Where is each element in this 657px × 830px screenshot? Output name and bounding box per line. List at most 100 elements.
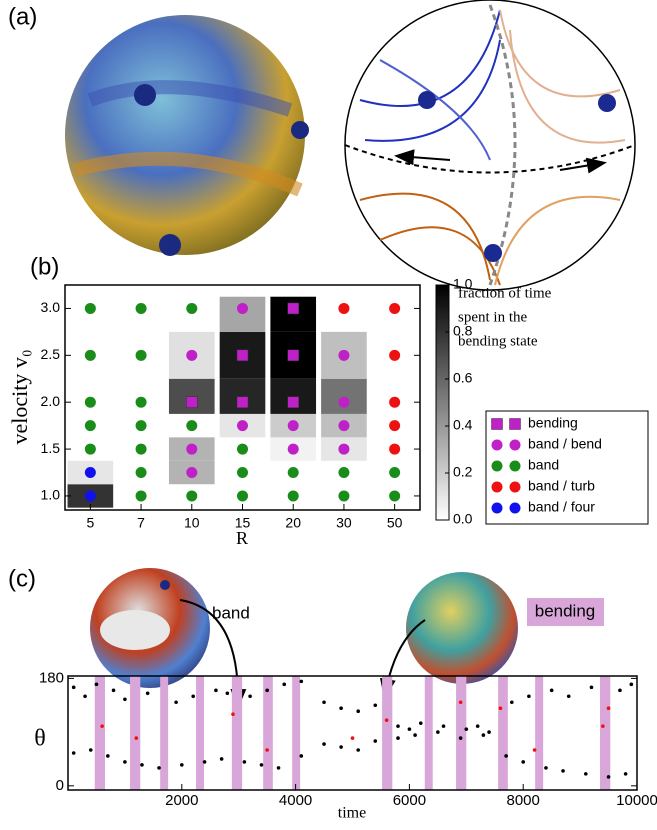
data-point: [72, 686, 76, 690]
heatmap-cell: [270, 297, 316, 332]
data-point: [136, 303, 147, 314]
data-point: [601, 724, 605, 728]
bending-interval: [263, 676, 273, 790]
data-point: [237, 397, 248, 408]
plot-frame: [68, 676, 637, 790]
legend-marker: [492, 503, 503, 514]
data-point: [322, 742, 326, 746]
data-point: [243, 760, 247, 764]
bending-interval: [95, 676, 105, 790]
data-point: [85, 420, 96, 431]
bending-interval: [196, 676, 204, 790]
legend-label: band: [528, 457, 559, 473]
streamline-diagram: [345, 0, 635, 290]
legend-marker: [510, 419, 521, 430]
x-tick-label: 8000: [507, 792, 540, 809]
heatmap-cell: [220, 379, 266, 414]
x-tick-label: 5: [86, 515, 94, 531]
x-tick-label: 6000: [393, 792, 426, 809]
data-point: [373, 739, 377, 743]
data-point: [442, 724, 446, 728]
data-point: [338, 303, 349, 314]
data-point: [277, 766, 281, 770]
data-point: [482, 733, 486, 737]
heatmap-cell: [321, 379, 367, 414]
y-axis-label: velocity v₀: [7, 349, 32, 444]
x-tick-label: 10: [184, 515, 200, 531]
data-point: [339, 745, 343, 749]
sphere-snapshot: [90, 568, 518, 688]
data-point: [408, 727, 412, 731]
data-point: [237, 490, 248, 501]
x-tick-label: 50: [387, 515, 403, 531]
legend-marker: [492, 419, 503, 430]
legend-marker: [510, 482, 521, 493]
data-point: [389, 420, 400, 431]
data-point: [265, 748, 269, 752]
data-point: [282, 683, 286, 687]
data-point: [174, 700, 178, 704]
data-point: [567, 694, 571, 698]
data-point: [123, 697, 127, 701]
legend-marker: [492, 482, 503, 493]
data-point: [203, 760, 207, 764]
bending-interval: [232, 676, 242, 790]
bending-interval: [498, 676, 508, 790]
data-point: [465, 727, 469, 731]
data-point: [237, 350, 248, 361]
data-point: [288, 444, 299, 455]
heatmap-cell: [169, 379, 215, 414]
data-point: [85, 303, 96, 314]
data-point: [356, 748, 360, 752]
colorbar: [436, 285, 449, 520]
data-point: [544, 766, 548, 770]
data-point: [85, 444, 96, 455]
y-tick-label: 1.5: [41, 440, 61, 456]
data-point: [136, 467, 147, 478]
data-point: [226, 692, 230, 696]
x-tick-label: 4000: [279, 792, 312, 809]
data-point: [459, 700, 463, 704]
colorbar-tick-label: 0.6: [453, 370, 473, 386]
x-axis-label: R: [236, 528, 248, 548]
legend-marker: [510, 461, 521, 472]
data-point: [299, 680, 303, 684]
data-point: [338, 420, 349, 431]
y-tick-label: 3.0: [41, 299, 61, 315]
data-point: [214, 689, 218, 693]
data-point: [373, 703, 377, 707]
data-point: [237, 420, 248, 431]
x-tick-label: 30: [336, 515, 352, 531]
data-point: [396, 736, 400, 740]
data-point: [146, 692, 150, 696]
bending-interval: [456, 676, 466, 790]
data-point: [561, 769, 565, 773]
bending-interval: [600, 676, 610, 790]
y-tick-label: 1.0: [41, 487, 61, 503]
data-point: [186, 350, 197, 361]
data-point: [584, 772, 588, 776]
data-point: [338, 490, 349, 501]
colorbar-tick-label: 0.0: [453, 511, 473, 527]
data-point: [521, 760, 525, 764]
x-axis-label: time: [338, 805, 366, 822]
colorbar-tick-label: 1.0: [453, 276, 473, 292]
data-point: [186, 490, 197, 501]
y-tick-label: 0: [56, 777, 64, 794]
x-tick-label: 15: [235, 515, 251, 531]
data-point: [95, 683, 99, 687]
y-tick-label: 2.5: [41, 346, 61, 362]
data-point: [499, 706, 503, 710]
data-point: [237, 467, 248, 478]
data-point: [322, 700, 326, 704]
data-point: [487, 730, 491, 734]
panel-label: (b): [30, 253, 59, 280]
data-point: [136, 490, 147, 501]
legend-marker: [510, 503, 521, 514]
data-point: [157, 766, 161, 770]
data-point: [385, 718, 389, 722]
data-point: [413, 733, 417, 737]
y-tick-label: 180: [39, 669, 64, 686]
data-point: [389, 350, 400, 361]
data-point: [140, 763, 144, 767]
